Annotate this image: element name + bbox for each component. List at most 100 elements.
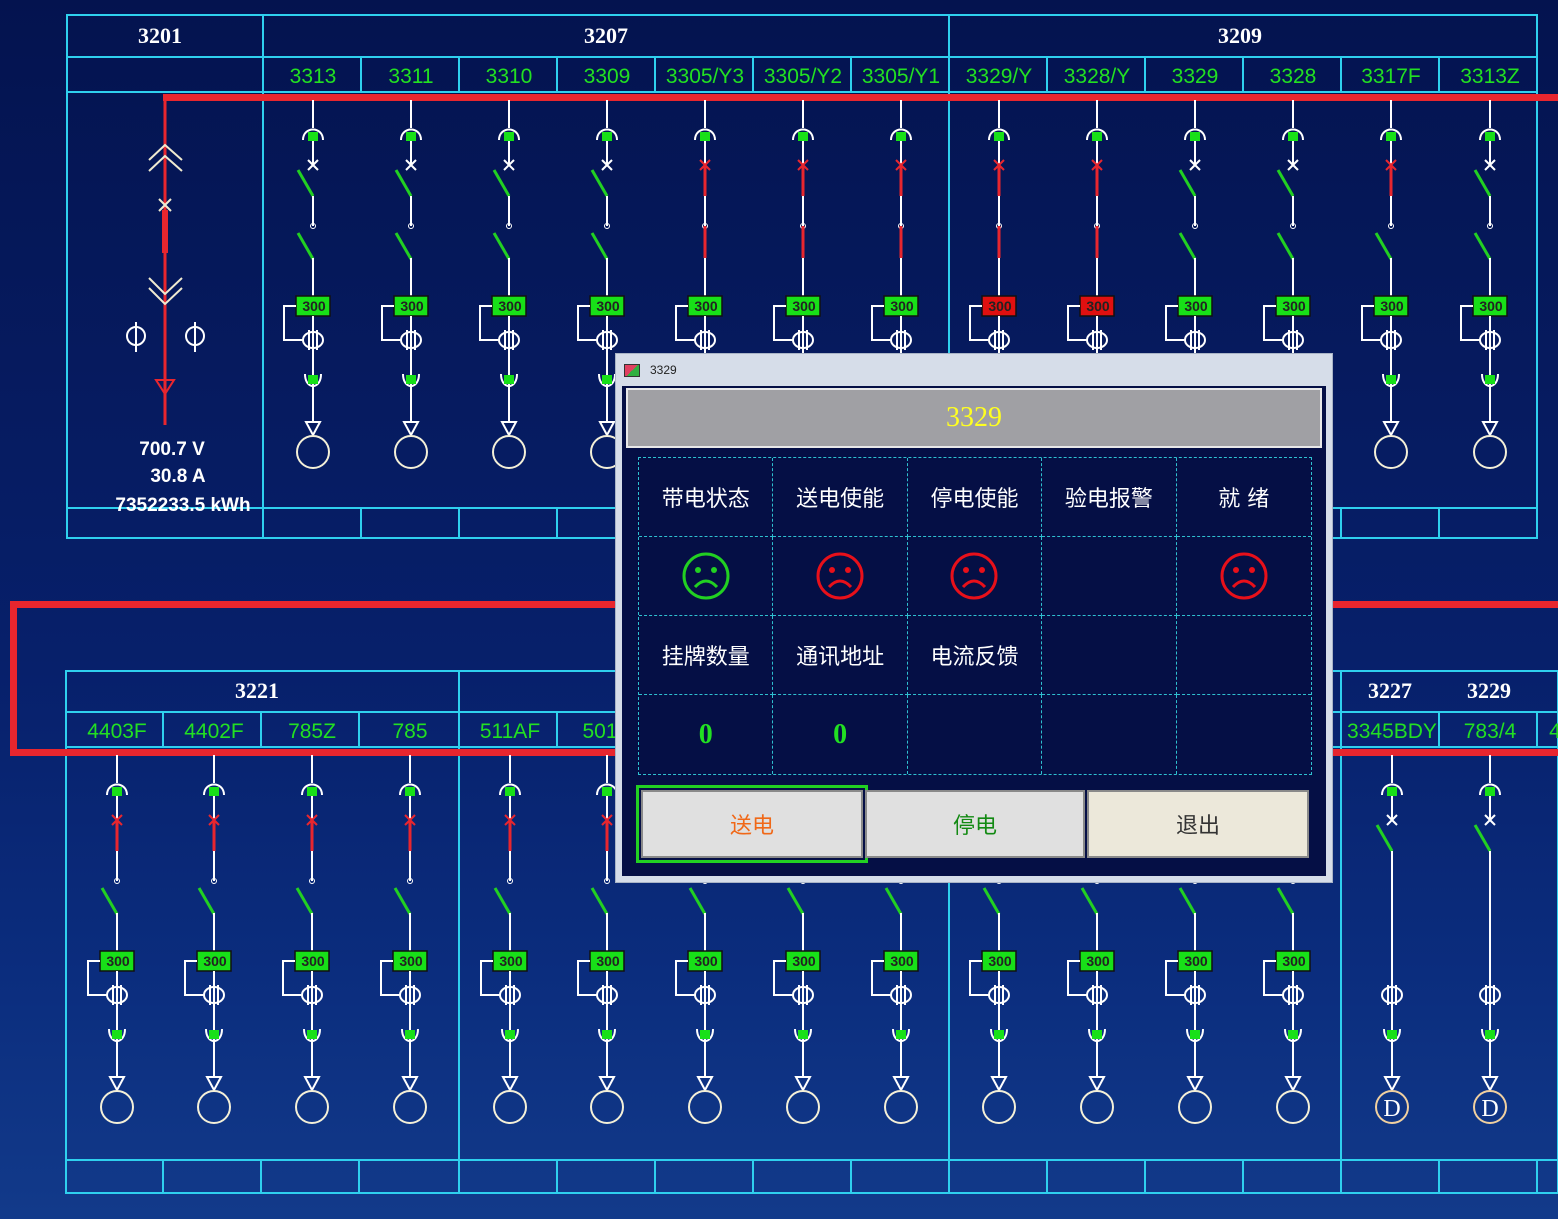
bypass-line	[1460, 305, 1480, 341]
position-indicator	[798, 132, 808, 141]
breaker-value: 300	[694, 298, 718, 314]
position-indicator	[1386, 132, 1396, 141]
breaker-x-icon	[1189, 159, 1201, 171]
feeder-3345BDY[interactable]: D	[1375, 755, 1409, 1124]
position-indicator	[1092, 1030, 1102, 1039]
feeder-3313[interactable]: 300	[283, 100, 331, 469]
section-header-3227: 3227	[1368, 678, 1412, 703]
feeder-4402F[interactable]: 300	[184, 755, 232, 1124]
feeder-511AF[interactable]: 300	[480, 755, 528, 1124]
feeder-501A[interactable]: 300	[577, 755, 625, 1124]
withdrawable-contact-icon	[500, 373, 518, 387]
loop-busbar	[10, 601, 17, 756]
power-on-button[interactable]: 送电	[636, 785, 868, 863]
status-label: 挂牌数量	[639, 616, 774, 695]
sad-face-icon	[816, 552, 864, 600]
feeder-4403F[interactable]: 300	[87, 755, 135, 1124]
current-transformer-icon	[890, 986, 912, 1004]
open-switch	[1178, 169, 1197, 197]
feeder-3317F[interactable]: 300	[1361, 100, 1409, 469]
breaker-x-icon	[1386, 814, 1398, 826]
current-transformer-icon	[988, 331, 1010, 349]
position-indicator	[406, 375, 416, 384]
load-arrow-icon	[500, 421, 518, 438]
load-circle-icon	[296, 435, 330, 469]
status-grid: 带电状态 送电使能 停电使能 验电报警就 绪挂牌数量 通讯地址 电流反馈 0 0	[638, 457, 1312, 775]
feeder-label: 3329	[1172, 65, 1219, 88]
current-transformer-icon	[1479, 331, 1501, 349]
load-circle-icon	[1374, 435, 1408, 469]
feeder-3309[interactable]: 300	[577, 100, 625, 469]
load-circle-icon	[393, 1090, 427, 1124]
open-switch	[393, 887, 412, 915]
load-arrow-icon	[401, 1076, 419, 1093]
feeder-label: 3328	[1270, 65, 1317, 88]
load-arrow-icon	[501, 1076, 519, 1093]
load-circle-icon	[492, 435, 526, 469]
bypass-line	[1361, 305, 1381, 341]
motor-label: D	[1383, 1096, 1400, 1122]
open-switch	[296, 232, 315, 260]
empty-cell	[1176, 616, 1311, 695]
open-switch	[982, 887, 1001, 915]
current-transformer-icon	[1282, 986, 1304, 1004]
feeder-label: 785	[392, 720, 427, 743]
open-switch	[1473, 169, 1492, 197]
position-indicator	[994, 132, 1004, 141]
contact-point	[408, 223, 414, 229]
sad-face-icon	[1220, 552, 1268, 600]
dialog-heading: 3329	[626, 388, 1322, 448]
feeder-3313Z[interactable]: 300	[1460, 100, 1508, 469]
contact-point	[507, 878, 513, 884]
feeder-3305/Y1[interactable]: 300	[871, 100, 919, 469]
dialog-title-bar[interactable]: 3329	[616, 354, 1332, 386]
contact-point	[1487, 223, 1493, 229]
load-circle-icon	[1080, 1090, 1114, 1124]
power-off-button[interactable]: 停电	[865, 790, 1085, 858]
breaker-value: 300	[106, 953, 130, 969]
open-switch	[688, 887, 707, 915]
current-transformer-icon	[1381, 986, 1403, 1004]
withdrawable-contact-icon	[990, 1028, 1008, 1042]
bypass-line	[479, 305, 499, 341]
position-indicator	[1387, 787, 1397, 796]
position-indicator	[1190, 1030, 1200, 1039]
exit-button[interactable]: 退出	[1087, 790, 1309, 858]
withdrawable-contact-icon	[1184, 128, 1206, 141]
feeder-785[interactable]: 300	[380, 755, 428, 1124]
withdrawable-contact-icon	[108, 1028, 126, 1042]
breaker-value: 300	[498, 298, 522, 314]
current-transformer-icon	[1380, 331, 1402, 349]
bypass-line	[1263, 305, 1283, 341]
feeder-783/4[interactable]: D	[1473, 755, 1507, 1124]
sad-face-icon	[950, 552, 998, 600]
contact-point	[604, 223, 610, 229]
position-indicator	[602, 1030, 612, 1039]
load-circle-icon	[1473, 435, 1507, 469]
feeder-3310[interactable]: 300	[479, 100, 527, 469]
open-switch	[1473, 232, 1492, 260]
position-indicator	[896, 132, 906, 141]
breaker-value: 300	[988, 953, 1012, 969]
breaker-value: 300	[499, 953, 523, 969]
withdrawable-contact-icon	[1086, 128, 1108, 141]
withdrawable-contact-icon	[400, 128, 422, 141]
feeder-label: 4402F	[184, 720, 244, 743]
breaker-x-icon	[1484, 814, 1496, 826]
open-switch	[1080, 887, 1099, 915]
open-switch	[493, 887, 512, 915]
feeder-785Z[interactable]: 300	[282, 755, 330, 1124]
open-switch	[1178, 232, 1197, 260]
empty-cell	[1042, 616, 1177, 695]
current-transformer-icon	[694, 986, 716, 1004]
open-switch	[786, 887, 805, 915]
open-switch	[492, 169, 511, 197]
breaker-value: 300	[1184, 298, 1208, 314]
breaker-value: 300	[792, 298, 816, 314]
position-indicator	[209, 1030, 219, 1039]
load-circle-icon	[982, 1090, 1016, 1124]
contact-point	[1290, 223, 1296, 229]
open-switch	[884, 887, 903, 915]
feeder-3311[interactable]: 300	[381, 100, 429, 469]
